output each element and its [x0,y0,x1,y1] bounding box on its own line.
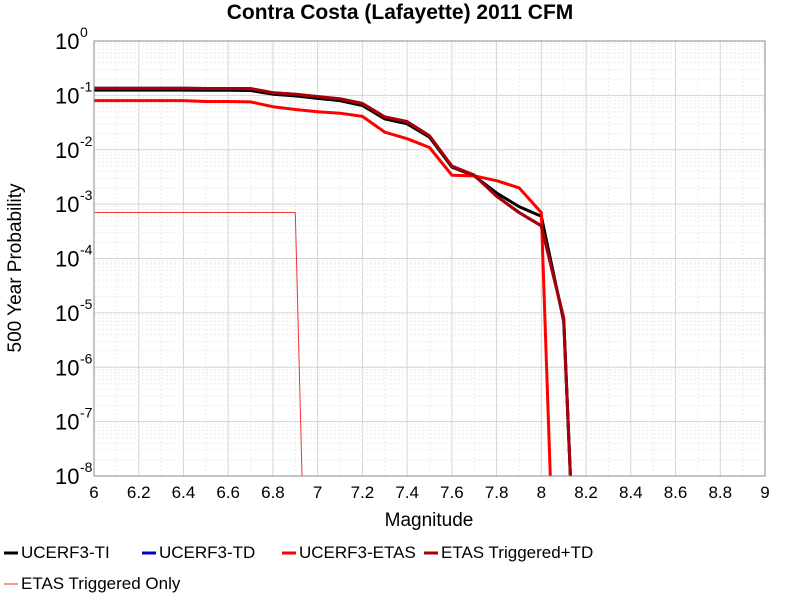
y-tick-base: 10 [55,301,79,326]
y-tick-base: 10 [55,410,79,435]
x-tick-label: 6.4 [172,483,196,502]
series-line-ucerf3-etas [94,99,552,477]
y-tick-label: 10 -6 [55,350,93,380]
x-tick-label: 8.2 [574,483,598,502]
y-tick-base: 10 [55,355,79,380]
y-tick-base: 10 [55,83,79,108]
y-tick-label: 10 -5 [55,296,93,326]
x-tick-label: 8.6 [664,483,688,502]
y-tick-exponent: -7 [80,405,93,421]
y-tick-label: 10 -8 [55,459,93,489]
series-line-ucerf3-ti [94,88,572,477]
y-tick-exponent: -5 [80,296,93,312]
legend-item: UCERF3-ETAS [282,543,416,562]
x-tick-label: 7.2 [351,483,375,502]
x-tick-label: 7.6 [440,483,464,502]
x-tick-label: 8.4 [619,483,643,502]
chart-title: Contra Costa (Lafayette) 2011 CFM [227,1,574,24]
y-tick-label: 10 -7 [55,405,93,435]
y-tick-exponent: -4 [80,242,93,258]
plot-frame [93,40,766,477]
y-tick-label: 10 -4 [55,242,93,272]
x-tick-label: 6.2 [127,483,151,502]
series-line-etas-triggered-td [94,86,572,477]
series-lines [94,86,572,477]
y-tick-base: 10 [55,29,79,54]
x-tick-label: 8.8 [708,483,732,502]
y-tick-base: 10 [55,138,79,163]
x-tick-label: 6.6 [216,483,240,502]
legend-label: UCERF3-TI [21,543,110,562]
y-tick-label: 10 -3 [55,187,93,217]
y-tick-label: 10 -2 [55,133,93,163]
y-tick-exponent: -2 [80,133,93,149]
legend-label: ETAS Triggered+TD [441,543,593,562]
legend-item: UCERF3-TI [4,543,110,562]
y-tick-label: 10 -1 [55,78,93,108]
y-tick-label: 10 0 [55,24,88,54]
legend-item: ETAS Triggered Only [4,574,181,593]
y-axis-label: 500 Year Probability [5,183,26,353]
y-tick-exponent: -8 [80,459,93,475]
x-tick-label: 7 [313,483,322,502]
x-axis-label: Magnitude [385,510,474,531]
legend-label: UCERF3-TD [159,543,255,562]
series-line-etas-triggered-only [94,212,303,477]
y-tick-base: 10 [55,192,79,217]
y-tick-exponent: 0 [80,24,88,40]
x-tick-label: 7.4 [395,483,419,502]
legend-item: UCERF3-TD [142,543,255,562]
legend-label: UCERF3-ETAS [299,543,416,562]
legend-item: ETAS Triggered+TD [424,543,593,562]
x-tick-label: 6.8 [261,483,285,502]
y-tick-exponent: -6 [80,350,93,366]
x-tick-label: 6 [89,483,98,502]
x-tick-label: 8 [537,483,546,502]
y-tick-exponent: -3 [80,187,93,203]
x-tick-label: 7.8 [485,483,509,502]
y-tick-exponent: -1 [80,78,93,94]
y-tick-base: 10 [55,464,79,489]
legend: UCERF3-TI UCERF3-TD UCERF3-ETAS ETAS Trigge… [4,543,593,593]
x-tick-labels: 6 6.2 6.4 6.6 6.8 7 7.2 7.4 7.6 7.8 8 8.2 8.4 8.6 8.8 9 [89,483,769,502]
x-tick-label: 9 [760,483,769,502]
legend-label: ETAS Triggered Only [21,574,181,593]
y-tick-base: 10 [55,247,79,272]
